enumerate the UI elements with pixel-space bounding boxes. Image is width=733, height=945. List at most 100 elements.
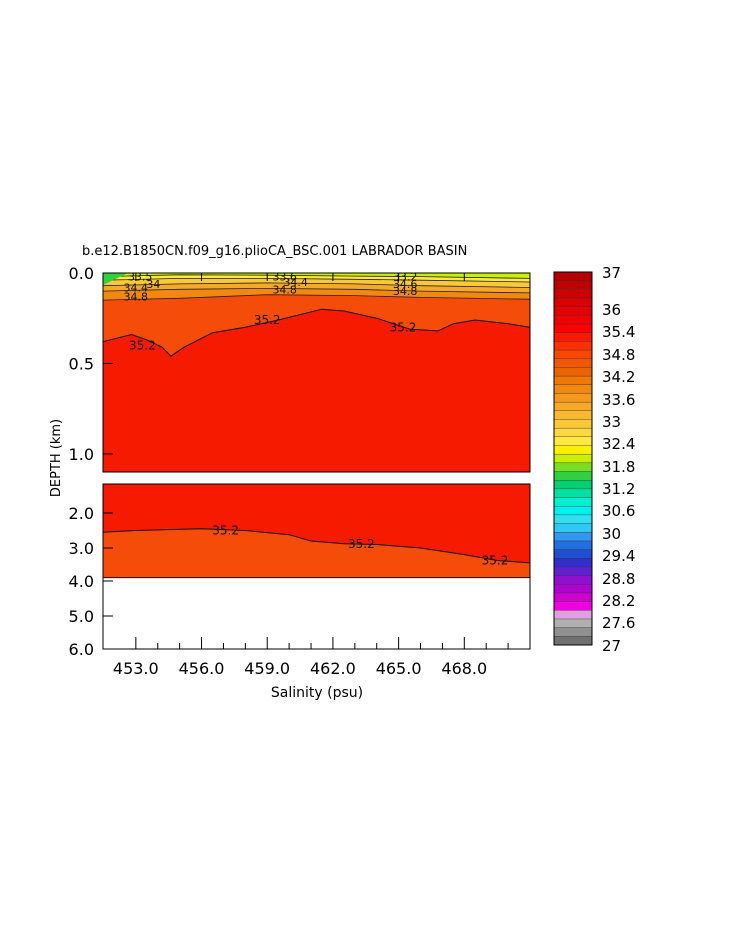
contour-label: 35.2 — [254, 313, 281, 327]
colorbar-label: 30 — [602, 525, 621, 543]
lower-panel: 35.2 35.2 35.2 — [102, 483, 531, 650]
colorbar-swatch — [553, 445, 593, 455]
colorbar-swatch — [553, 315, 593, 325]
colorbar-swatch — [553, 384, 593, 394]
colorbar-frame — [553, 271, 593, 646]
contour-label: 34.4 — [124, 282, 149, 295]
colorbar-label: 33 — [602, 413, 621, 431]
colorbar-swatch — [553, 592, 593, 603]
colorbar-label: 29.4 — [602, 547, 635, 565]
x-tick-label: 462.0 — [310, 659, 356, 678]
contour-label: 34.4 — [283, 276, 308, 289]
colorbar-swatch — [553, 549, 593, 559]
colorbar-swatch — [553, 436, 593, 446]
contour-label: 33.2 — [393, 271, 418, 284]
chart-title: b.e12.B1850CN.f09_g16.plioCA_BSC.001 LAB… — [82, 244, 467, 259]
colorbar-label: 28.2 — [602, 592, 635, 610]
colorbar-label: 30.6 — [602, 502, 635, 520]
colorbar-swatch — [553, 289, 593, 299]
contour-35-2-lower — [102, 528, 531, 564]
x-tick-label: 456.0 — [179, 659, 225, 678]
colorbar-swatch — [553, 514, 593, 525]
colorbar-label: 34.8 — [602, 346, 635, 364]
colorbar-label: 27 — [602, 637, 621, 655]
colorbar-swatch — [553, 341, 593, 351]
surface-contour-3 — [102, 278, 531, 283]
y-tick-label: 0.0 — [69, 264, 94, 283]
colorbar-swatch — [553, 610, 593, 620]
colorbar-swatch — [553, 575, 593, 585]
colorbar-swatch — [553, 566, 593, 577]
y-tick-label: 1.0 — [69, 445, 94, 464]
x-tick-label: 453.0 — [113, 659, 159, 678]
x-axis-label: Salinity (psu) — [271, 685, 363, 701]
colorbar-label: 33.6 — [602, 391, 635, 409]
y-tick-label: 2.0 — [69, 504, 94, 523]
contour-label: 34.8 — [272, 283, 297, 296]
colorbar-label: 32.4 — [602, 435, 635, 453]
colorbar-swatch — [553, 479, 593, 490]
colorbar-swatch — [553, 523, 593, 533]
contour-label: 35.2 — [390, 320, 417, 334]
colorbar-label: 37 — [602, 264, 621, 282]
colorbar-label: 35.4 — [602, 323, 635, 341]
colorbar-swatch — [553, 532, 593, 542]
x-tick-label: 468.0 — [441, 659, 487, 678]
contour-label: 35.2 — [212, 524, 239, 538]
contour-label: 34.6 — [393, 278, 418, 291]
y-tick-label: 3.0 — [69, 539, 94, 558]
contour-label: 34 — [146, 278, 160, 291]
y-tick-label: 6.0 — [69, 640, 94, 659]
lower-bottom-fill — [103, 528, 530, 578]
colorbar-swatch — [553, 453, 593, 464]
upper-panel: 35.235.235.234.834.8 34.834.4 34.4 34.63433… — [102, 271, 531, 473]
contour-label: 34.8 — [393, 285, 418, 298]
surface-contour-2 — [102, 282, 531, 288]
colorbar-swatch — [553, 367, 593, 377]
contour-label: 35.2 — [348, 537, 375, 551]
contour-label: 35.2 — [482, 554, 509, 568]
x-tick-label: 459.0 — [244, 659, 290, 678]
contour-label: 34.8 — [124, 291, 149, 304]
surface-contour-0 — [102, 294, 531, 301]
contour-35-2-upper — [102, 308, 531, 357]
colorbar-swatch — [553, 540, 593, 551]
contour-label: 33.6 — [272, 271, 297, 284]
colorbar-swatch — [553, 471, 593, 481]
colorbar-swatch — [553, 558, 593, 568]
colorbar-swatch — [553, 349, 593, 360]
y-tick-label: 5.0 — [69, 607, 94, 626]
colorbar-swatch — [553, 627, 593, 637]
y-axis: 0.0 0.5 1.0 2.0 3.0 4.0 5.0 6.0 — [69, 264, 113, 659]
colorbar-label: 28.8 — [602, 570, 635, 588]
surface-contour-4 — [102, 274, 531, 279]
colorbar-swatch — [553, 462, 593, 473]
colorbar-swatch — [553, 506, 593, 516]
colorbar: 37 36 35.4 34.8 34.2 33.6 33 32.4 31.8 31.2 30.6 30… — [553, 264, 635, 655]
x-tick-label: 465.0 — [376, 659, 422, 678]
lower-panel-frame — [102, 483, 531, 650]
colorbar-swatch — [553, 601, 593, 611]
surface-fresh-wedge — [103, 273, 128, 285]
contour-label: 33.5 — [128, 271, 153, 284]
contour-label: 35.2 — [129, 338, 156, 352]
colorbar-swatch — [553, 393, 593, 403]
surface-contour-1 — [102, 287, 531, 294]
y-axis-label: DEPTH (km) — [49, 419, 64, 497]
colorbar-swatch — [553, 618, 593, 629]
colorbar-swatch — [553, 332, 593, 342]
colorbar-swatch — [553, 636, 593, 646]
colorbar-swatch — [553, 306, 593, 316]
colorbar-swatch — [553, 401, 593, 412]
colorbar-swatch — [553, 358, 593, 368]
y-tick-label: 4.0 — [69, 572, 94, 591]
colorbar-swatch — [553, 297, 593, 308]
colorbar-swatch — [553, 419, 593, 429]
colorbar-swatch — [553, 497, 593, 507]
colorbar-label: 34.2 — [602, 368, 635, 386]
colorbar-label: 36 — [602, 301, 621, 319]
colorbar-swatch — [553, 323, 593, 334]
x-axis: 453.0 456.0 459.0 462.0 465.0 468.0 — [113, 273, 509, 678]
colorbar-swatch — [553, 280, 593, 290]
colorbar-label: 27.6 — [602, 614, 635, 632]
